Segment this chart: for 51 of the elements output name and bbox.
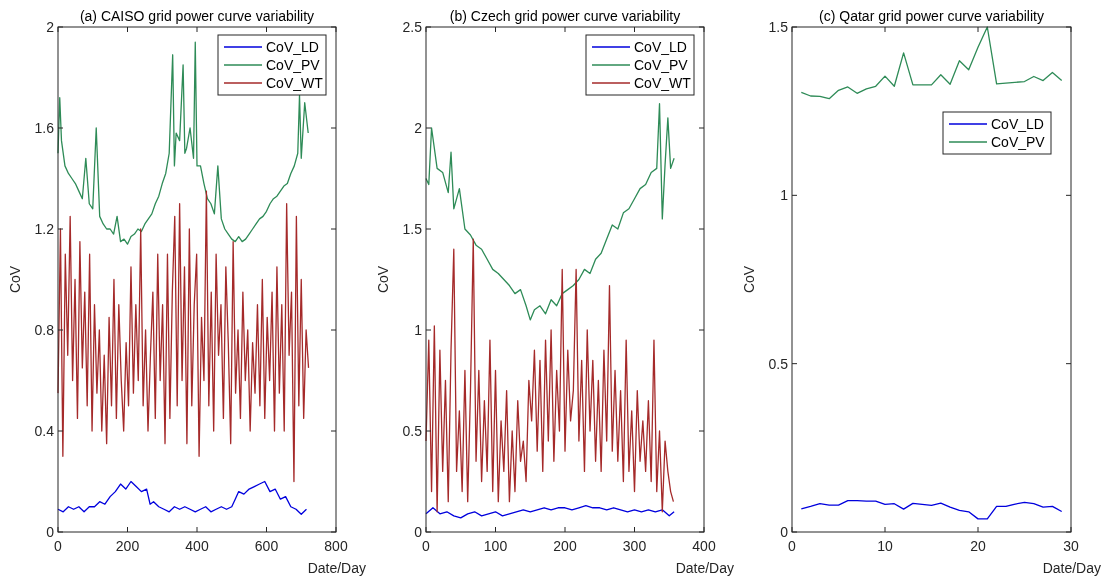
x-tick-label: 200 [553,538,577,554]
chart-title: (b) Czech grid power curve variability [449,8,681,24]
line-series [800,26,1063,100]
y-tick-label: 1 [414,321,423,338]
x-axis-title: Date/Day [675,560,734,576]
y-tick-label: 0 [414,523,423,540]
y-tick-label: 1.5 [402,220,423,237]
legend-label: CoV_LD [634,38,687,55]
legend-label: CoV_WT [634,74,692,91]
y-tick-label: 0.4 [34,422,55,439]
x-tick-label: 200 [115,538,140,554]
chart-title: (c) Qatar grid power curve variability [819,8,1044,24]
y-axis-title: CoV [7,265,23,294]
x-tick-label: 300 [622,538,647,554]
y-tick-label: 0 [780,523,789,540]
chart-title: (a) CAISO grid power curve variability [79,8,315,24]
y-tick-label: 1.6 [34,119,55,136]
x-tick-label: 10 [877,538,893,554]
x-tick-label: 400 [185,538,209,554]
x-tick-label: 600 [254,538,279,554]
line-series [800,500,1063,520]
legend-label: CoV_WT [266,74,324,91]
y-tick-label: 0.5 [768,355,789,372]
y-axis-title: CoV [375,265,391,294]
legend-label: CoV_LD [266,38,319,55]
line-series [425,103,675,321]
x-axis-title: Date/Day [307,560,366,576]
line-series [425,505,675,519]
legend-label: CoV_LD [991,115,1044,132]
line-series [57,480,308,515]
y-tick-label: 0 [46,523,55,540]
x-tick-label: 30 [1063,538,1079,554]
line-series [425,238,675,513]
legend-label: CoV_PV [266,56,321,73]
y-tick-label: 2.5 [402,18,423,35]
line-series [57,190,310,483]
y-axis-title: CoV [741,265,757,294]
x-tick-label: 800 [324,538,348,554]
y-tick-label: 1.2 [34,220,55,237]
y-tick-label: 1 [780,187,789,204]
x-axis-title: Date/Day [1042,560,1101,576]
x-tick-label: 100 [483,538,508,554]
y-tick-label: 2 [414,119,423,136]
x-tick-label: 20 [970,538,986,554]
y-tick-label: 1.5 [768,18,789,35]
y-tick-label: 0.5 [402,422,423,439]
y-tick-label: 0.8 [34,321,55,338]
legend-label: CoV_PV [634,56,689,73]
y-tick-label: 2 [46,18,55,35]
legend-label: CoV_PV [991,133,1046,150]
x-tick-label: 400 [692,538,716,554]
